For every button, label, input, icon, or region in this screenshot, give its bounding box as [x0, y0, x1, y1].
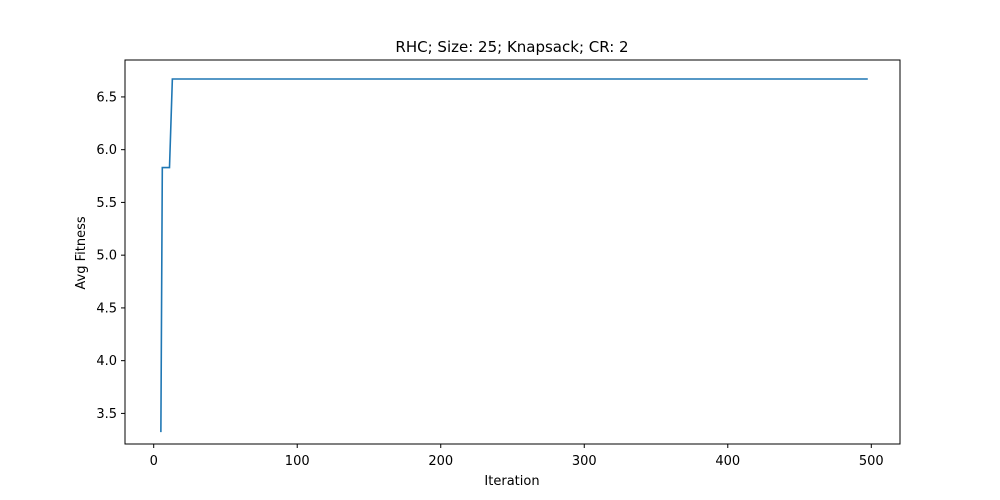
x-tick-label: 0	[150, 454, 158, 469]
y-tick-label: 5.5	[96, 196, 117, 211]
y-tick-label: 5.0	[96, 249, 117, 264]
x-tick-label: 100	[285, 454, 310, 469]
y-tick-label: 4.0	[96, 354, 117, 369]
x-tick-label: 300	[572, 454, 597, 469]
x-tick-label: 500	[859, 454, 884, 469]
y-axis-label: Avg Fitness	[74, 216, 89, 289]
x-tick-label: 200	[428, 454, 453, 469]
y-tick-label: 3.5	[96, 407, 117, 422]
y-tick-label: 4.5	[96, 301, 117, 316]
y-tick-label: 6.0	[96, 143, 117, 158]
x-tick-label: 400	[715, 454, 740, 469]
y-tick-label: 6.5	[96, 90, 117, 105]
axes-frame	[124, 59, 901, 445]
chart-title: RHC; Size: 25; Knapsack; CR: 2	[395, 38, 628, 56]
plot-area: 0 100 200 300 400 500 3.5 4.0 4.5 5.0 5.5 6.0 6.5	[96, 59, 901, 469]
x-axis-label: Iteration	[484, 474, 539, 489]
series-line-0	[160, 78, 868, 433]
